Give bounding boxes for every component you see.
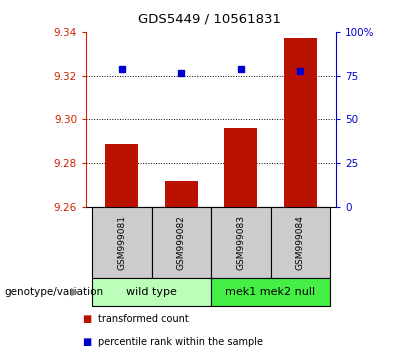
Text: percentile rank within the sample: percentile rank within the sample: [98, 337, 263, 347]
Bar: [270, 207, 330, 278]
Text: GSM999083: GSM999083: [236, 215, 245, 270]
Bar: [211, 278, 330, 306]
Text: ■: ■: [82, 314, 91, 324]
Bar: [152, 207, 211, 278]
Text: GSM999082: GSM999082: [177, 215, 186, 270]
Bar: [284, 39, 317, 207]
Bar: [165, 181, 198, 207]
Text: GSM999084: GSM999084: [296, 215, 305, 270]
Bar: [224, 128, 257, 207]
Text: GSM999081: GSM999081: [117, 215, 126, 270]
Text: transformed count: transformed count: [98, 314, 189, 324]
Text: mek1 mek2 null: mek1 mek2 null: [226, 287, 315, 297]
Bar: [92, 207, 152, 278]
Bar: [211, 207, 270, 278]
Text: wild type: wild type: [126, 287, 177, 297]
Text: ■: ■: [82, 337, 91, 347]
Text: genotype/variation: genotype/variation: [4, 287, 103, 297]
Text: ▶: ▶: [71, 287, 80, 297]
Bar: [92, 278, 211, 306]
Bar: [105, 144, 138, 207]
Text: GDS5449 / 10561831: GDS5449 / 10561831: [139, 12, 281, 25]
